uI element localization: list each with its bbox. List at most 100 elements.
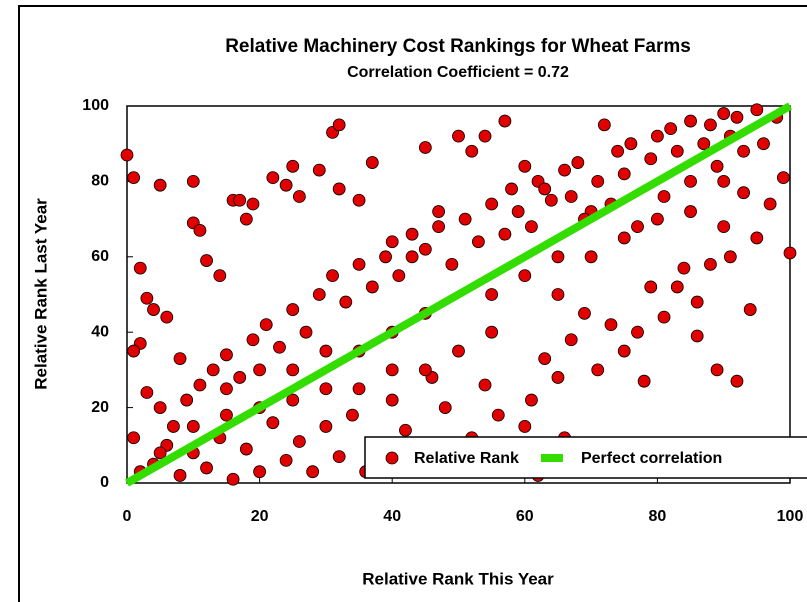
point: [498, 114, 512, 128]
point: [737, 144, 750, 158]
point: [717, 107, 731, 120]
point: [783, 246, 797, 260]
point: [193, 224, 207, 237]
point: [485, 197, 499, 211]
y-axis-label: Relative Rank Last Year: [31, 198, 50, 390]
point: [505, 182, 518, 196]
point: [611, 144, 625, 158]
point: [312, 288, 326, 301]
chart-subtitle: Correlation Coefficient = 0.72: [347, 64, 569, 81]
point: [273, 340, 286, 354]
point: [710, 363, 724, 377]
x-tick-label: 60: [516, 508, 534, 525]
point: [518, 159, 532, 173]
point: [750, 231, 764, 245]
point: [365, 280, 379, 294]
point: [485, 288, 499, 301]
point: [140, 386, 154, 399]
point: [617, 167, 631, 181]
point: [286, 363, 300, 377]
point: [147, 303, 160, 316]
point: [578, 306, 591, 320]
point: [551, 288, 565, 301]
point: [591, 174, 605, 188]
y-tick-label: 0: [100, 474, 109, 491]
point: [432, 205, 446, 218]
point: [153, 401, 167, 415]
point: [571, 156, 585, 169]
legend-box: [364, 436, 807, 479]
point: [418, 242, 432, 256]
x-tick-label: 20: [251, 508, 269, 525]
point: [664, 122, 678, 136]
point: [677, 261, 691, 275]
point: [776, 171, 790, 185]
legend-label: Perfect correlation: [581, 450, 722, 467]
point: [173, 352, 187, 365]
point: [253, 465, 267, 479]
point: [220, 348, 233, 362]
point: [239, 212, 253, 226]
point: [200, 254, 213, 267]
point: [266, 416, 280, 430]
point: [617, 231, 631, 245]
x-tick-label: 0: [123, 508, 132, 525]
legend-label: Relative Rank: [414, 450, 519, 467]
y-tick-label: 40: [91, 323, 109, 340]
point: [657, 310, 671, 324]
point: [332, 118, 346, 132]
point: [319, 382, 333, 396]
point: [352, 193, 366, 207]
point: [392, 269, 406, 283]
point: [631, 325, 644, 339]
point: [564, 333, 578, 347]
y-tick-label: 20: [91, 399, 109, 416]
point: [332, 182, 346, 196]
point: [452, 344, 465, 358]
point: [127, 344, 141, 358]
point: [564, 190, 578, 203]
point: [306, 465, 320, 479]
point: [651, 129, 664, 143]
point: [133, 261, 147, 275]
point: [684, 205, 697, 218]
point: [220, 382, 233, 396]
point: [259, 318, 273, 332]
point: [478, 378, 492, 392]
point: [292, 190, 306, 203]
point: [239, 442, 253, 456]
point: [385, 393, 399, 407]
point: [670, 280, 684, 294]
point: [458, 212, 472, 226]
point: [418, 141, 432, 154]
point: [326, 269, 339, 283]
point: [637, 374, 651, 388]
legend: Relative Rank Perfect correlation: [364, 436, 807, 479]
point: [399, 423, 412, 437]
point: [332, 450, 346, 464]
point: [418, 363, 432, 377]
point: [200, 461, 213, 475]
point: [558, 163, 571, 177]
point: [299, 325, 313, 339]
chart-title: Relative Machinery Cost Rankings for Whe…: [225, 36, 691, 57]
point: [206, 363, 220, 377]
point: [763, 197, 777, 211]
point: [180, 393, 194, 407]
point: [186, 420, 200, 433]
point: [346, 408, 359, 422]
legend-marker: [385, 451, 399, 465]
point: [286, 303, 300, 316]
point: [379, 250, 392, 264]
point: [723, 250, 737, 264]
point: [365, 156, 379, 169]
point: [286, 159, 300, 173]
point: [730, 374, 744, 388]
point: [233, 371, 247, 384]
y-tick-label: 80: [91, 173, 109, 190]
point: [631, 220, 644, 234]
point: [286, 393, 300, 407]
point: [167, 420, 180, 433]
point: [385, 363, 399, 377]
